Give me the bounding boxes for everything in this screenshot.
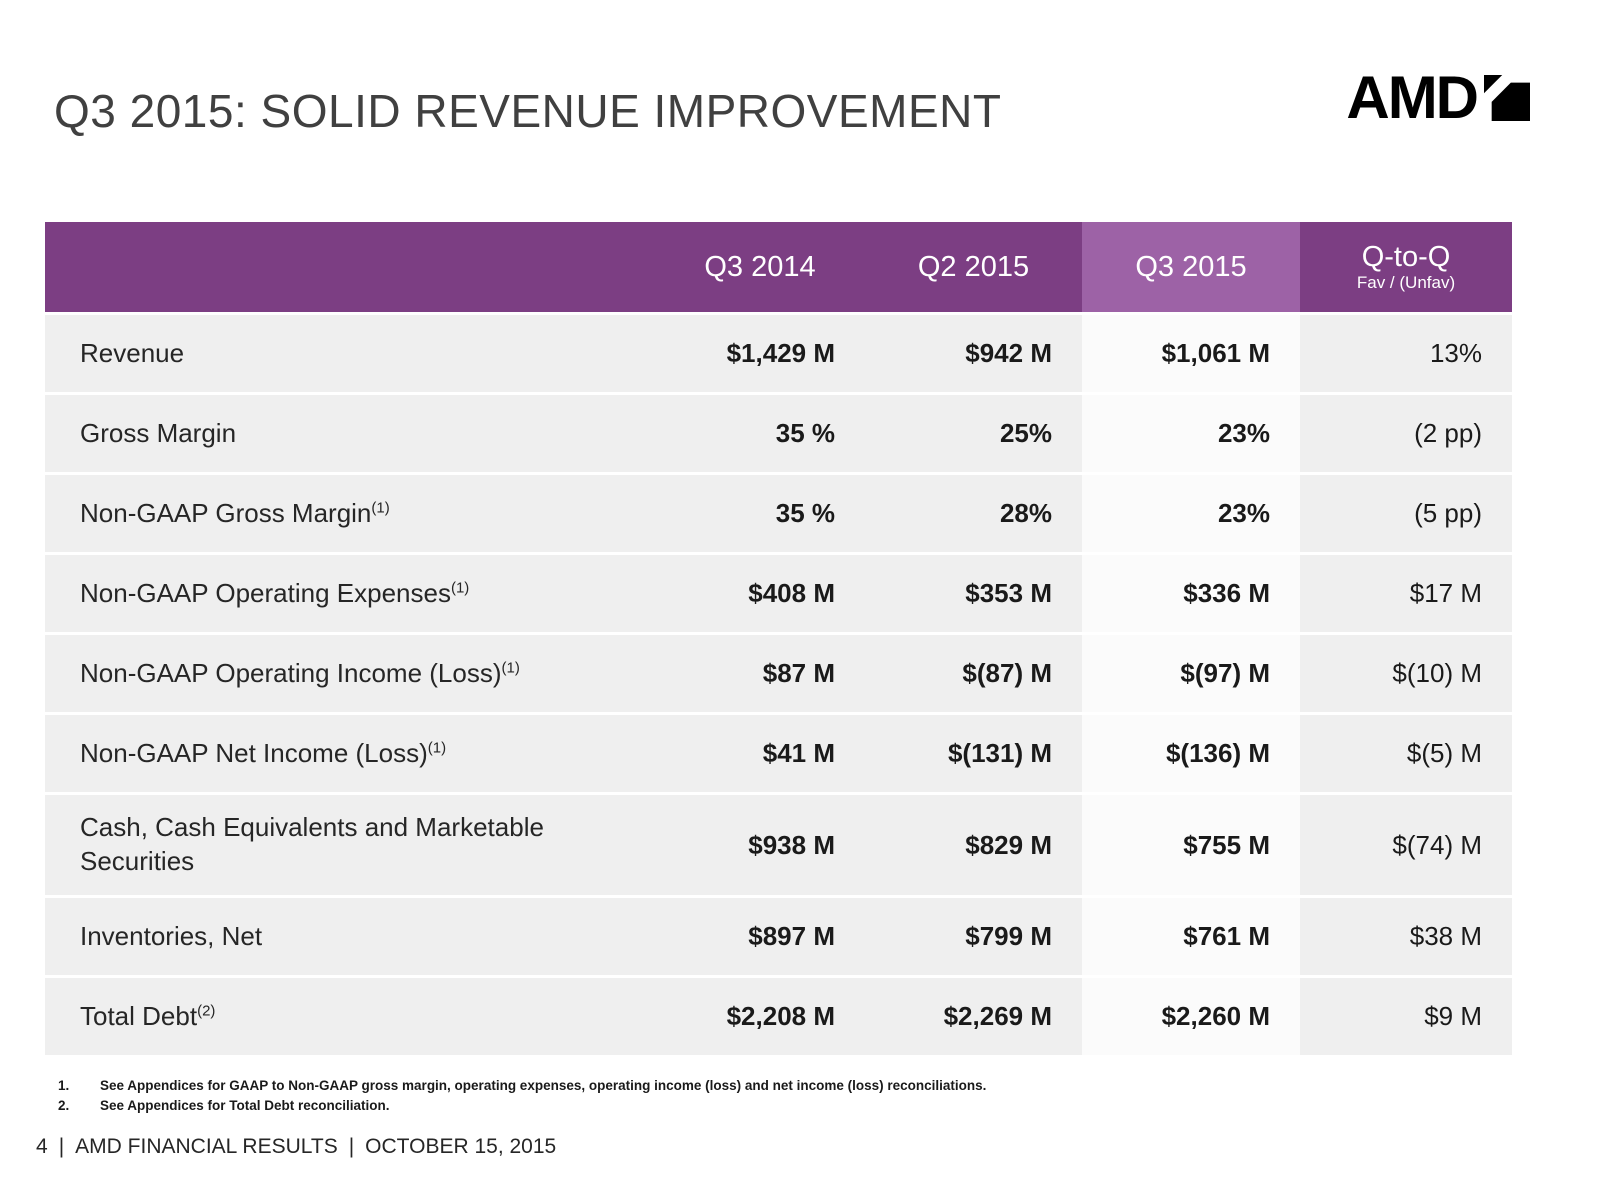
cell-q3-2015: $(136) M	[1082, 715, 1300, 792]
cell-q3-2015: $755 M	[1082, 795, 1300, 895]
cell-q3-2014: $1,429 M	[726, 338, 835, 368]
q-to-q-subtitle: Fav / (Unfav)	[1356, 272, 1456, 292]
cell-q-to-q: $17 M	[1409, 578, 1482, 608]
cell-q2-2015: $799 M	[965, 921, 1052, 951]
cell-q-to-q: $(5) M	[1406, 738, 1482, 768]
cell-q2-2015: $829 M	[965, 829, 1052, 860]
row-label: Non-GAAP Gross Margin(1)	[80, 497, 390, 528]
table-row: Inventories, Net $897 M $799 M $761 M $3…	[45, 895, 1512, 975]
row-label: Inventories, Net	[80, 920, 263, 951]
cell-q3-2014: $2,208 M	[726, 1001, 835, 1031]
amd-arrow-icon	[1484, 75, 1530, 121]
cell-q3-2015: $2,260 M	[1082, 978, 1300, 1055]
cell-q3-2015: 23%	[1082, 395, 1300, 472]
cell-q2-2015: 25%	[999, 418, 1052, 448]
cell-q-to-q: (5 pp)	[1414, 498, 1482, 528]
footnote: 2. See Appendices for Total Debt reconci…	[58, 1098, 986, 1113]
cell-q-to-q: 13%	[1429, 338, 1482, 368]
column-header-q-to-q: Q-to-Q Fav / (Unfav)	[1300, 222, 1512, 312]
table-row: Total Debt(2) $2,208 M $2,269 M $2,260 M…	[45, 975, 1512, 1055]
row-label: Gross Margin	[80, 417, 237, 448]
cell-q-to-q: $(10) M	[1392, 658, 1482, 688]
cell-q2-2015: $353 M	[965, 578, 1052, 608]
table-row: Gross Margin 35 % 25% 23% (2 pp)	[45, 392, 1512, 472]
cell-q2-2015: $(131) M	[947, 738, 1052, 768]
table-row: Cash, Cash Equivalents and Marketable Se…	[45, 792, 1512, 895]
column-header-blank	[45, 222, 655, 312]
footer-separator: |	[348, 1135, 355, 1158]
row-label: Cash, Cash Equivalents and Marketable Se…	[80, 812, 544, 876]
cell-q3-2015: 23%	[1082, 475, 1300, 552]
column-header-q2-2015: Q2 2015	[917, 250, 1030, 283]
cell-q3-2014: $938 M	[748, 829, 835, 860]
cell-q-to-q: (2 pp)	[1414, 418, 1482, 448]
row-label: Total Debt(2)	[80, 1000, 216, 1031]
table-row: Non-GAAP Operating Income (Loss)(1) $87 …	[45, 632, 1512, 712]
cell-q3-2015: $1,061 M	[1082, 315, 1300, 392]
footnote-text: See Appendices for Total Debt reconcilia…	[100, 1098, 390, 1113]
cell-q3-2014: $897 M	[748, 921, 835, 951]
cell-q2-2015: $2,269 M	[943, 1001, 1052, 1031]
table-row: Non-GAAP Gross Margin(1) 35 % 28% 23% (5…	[45, 472, 1512, 552]
row-label: Revenue	[80, 337, 185, 368]
row-label: Non-GAAP Net Income (Loss)(1)	[80, 737, 447, 768]
cell-q3-2015: $(97) M	[1082, 635, 1300, 712]
cell-q-to-q: $38 M	[1409, 921, 1482, 951]
cell-q2-2015: $(87) M	[962, 658, 1052, 688]
footnote-text: See Appendices for GAAP to Non-GAAP gros…	[100, 1078, 987, 1093]
financial-table: Q3 2014 Q2 2015 Q3 2015 Q-to-Q Fav / (Un…	[45, 222, 1512, 1055]
row-label: Non-GAAP Operating Expenses(1)	[80, 577, 470, 608]
table-row: Non-GAAP Operating Expenses(1) $408 M $3…	[45, 552, 1512, 632]
page-title: Q3 2015: SOLID REVENUE IMPROVEMENT	[54, 85, 1002, 137]
cell-q3-2014: 35 %	[775, 418, 835, 448]
column-header-q3-2014: Q3 2014	[704, 250, 816, 283]
cell-q3-2014: $408 M	[748, 578, 835, 608]
cell-q3-2014: $87 M	[762, 658, 835, 688]
page-number: 4	[36, 1135, 48, 1158]
cell-q2-2015: $942 M	[965, 338, 1052, 368]
row-label: Non-GAAP Operating Income (Loss)(1)	[80, 657, 520, 688]
table-header-row: Q3 2014 Q2 2015 Q3 2015 Q-to-Q Fav / (Un…	[45, 222, 1512, 312]
footnote-number: 2.	[58, 1098, 70, 1113]
cell-q3-2015: $336 M	[1082, 555, 1300, 632]
footer-separator: |	[58, 1135, 65, 1158]
cell-q3-2015: $761 M	[1082, 898, 1300, 975]
cell-q-to-q: $9 M	[1424, 1001, 1482, 1031]
footnote: 1. See Appendices for GAAP to Non-GAAP g…	[58, 1078, 986, 1093]
amd-logo-text: AMD	[1346, 64, 1479, 131]
table-row: Revenue $1,429 M $942 M $1,061 M 13%	[45, 312, 1512, 392]
footer-label: AMD FINANCIAL RESULTS	[75, 1135, 338, 1158]
footnotes: 1. See Appendices for GAAP to Non-GAAP g…	[58, 1078, 986, 1118]
cell-q3-2014: 35 %	[775, 498, 835, 528]
cell-q2-2015: 28%	[999, 498, 1052, 528]
table-row: Non-GAAP Net Income (Loss)(1) $41 M $(13…	[45, 712, 1512, 792]
slide-footer: 4 | AMD FINANCIAL RESULTS | OCTOBER 15, …	[36, 1135, 556, 1159]
amd-logo: AMD	[1346, 68, 1530, 128]
footer-date: OCTOBER 15, 2015	[365, 1135, 557, 1158]
footnote-number: 1.	[58, 1078, 70, 1093]
cell-q3-2014: $41 M	[762, 738, 835, 768]
cell-q-to-q: $(74) M	[1392, 829, 1482, 860]
q-to-q-title: Q-to-Q	[1361, 240, 1451, 273]
column-header-q3-2015: Q3 2015	[1082, 222, 1300, 312]
